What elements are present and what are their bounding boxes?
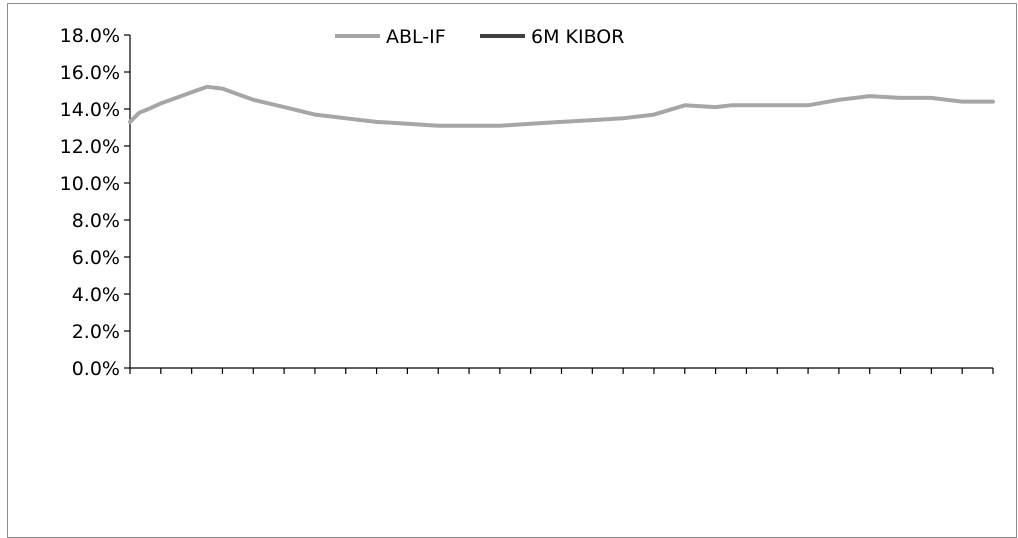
legend-label: 6M KIBOR <box>531 26 624 48</box>
y-tick-label: 4.0% <box>72 284 120 306</box>
legend-label: ABL-IF <box>386 26 446 48</box>
y-tick-label: 12.0% <box>60 136 120 158</box>
y-tick-label: 6.0% <box>72 247 120 269</box>
y-tick-label: 16.0% <box>60 62 120 84</box>
x-axis <box>129 367 994 374</box>
y-tick-label: 0.0% <box>72 358 120 380</box>
chart-frame <box>7 3 1017 538</box>
y-tick-label: 14.0% <box>60 99 120 121</box>
y-tick-label: 2.0% <box>72 321 120 343</box>
y-tick-label: 10.0% <box>60 173 120 195</box>
plot-area <box>128 84 995 128</box>
y-axis: 0.0% 2.0% 4.0% 6.0% 8.0% 10.0% 12.0% 14.0% 16.0%… <box>60 25 131 380</box>
legend: ABL-IF 6M KIBOR <box>335 26 624 48</box>
series-line-abl-if <box>128 84 995 128</box>
y-tick-label: 18.0% <box>60 25 120 47</box>
y-tick-label: 8.0% <box>72 210 120 232</box>
